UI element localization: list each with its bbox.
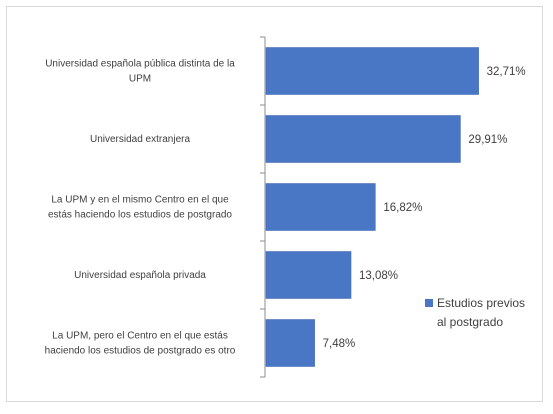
legend-swatch xyxy=(425,299,433,307)
category-label: Universidad española pública distinta de… xyxy=(45,59,235,85)
category-label-line: haciendo los estudios de postgrado es ot… xyxy=(45,346,236,357)
category-label-line: Universidad española privada xyxy=(74,270,206,281)
category-label-line: estás haciendo los estudios de postgrado xyxy=(48,210,232,221)
bar xyxy=(265,319,315,367)
category-label: La UPM, pero el Centro en el que estás ha… xyxy=(45,331,236,357)
category-label: Universidad española privada xyxy=(74,270,206,281)
category-label: Universidad extranjera xyxy=(90,134,190,145)
data-label: 16,82% xyxy=(383,202,422,214)
data-label: 7,48% xyxy=(323,338,356,350)
legend-label-line: Estudios previos xyxy=(437,296,525,310)
bar-chart: 32,71% Universidad española pública disti… xyxy=(45,36,526,378)
category-label: La UPM y en el mismo Centro en el que est… xyxy=(48,195,232,221)
bar xyxy=(265,115,461,163)
category-label-line: La UPM y en el mismo Centro en el que xyxy=(51,195,229,206)
category-label-line: La UPM, pero el Centro en el que estás xyxy=(52,331,228,342)
bar xyxy=(265,251,352,299)
category-label-line: Universidad extranjera xyxy=(90,134,190,145)
data-label: 32,71% xyxy=(487,66,526,78)
bar xyxy=(265,183,376,231)
bar xyxy=(265,47,479,95)
data-label: 13,08% xyxy=(359,270,398,282)
category-label-line: Universidad española pública distinta de… xyxy=(45,59,235,70)
legend-label-line: al postgrado xyxy=(437,315,503,329)
legend-label: Estudios previos al postgrado xyxy=(437,296,525,329)
data-label: 29,91% xyxy=(468,134,507,146)
category-label-line: UPM xyxy=(129,74,151,85)
chart-frame: 32,71% Universidad española pública disti… xyxy=(6,6,543,402)
